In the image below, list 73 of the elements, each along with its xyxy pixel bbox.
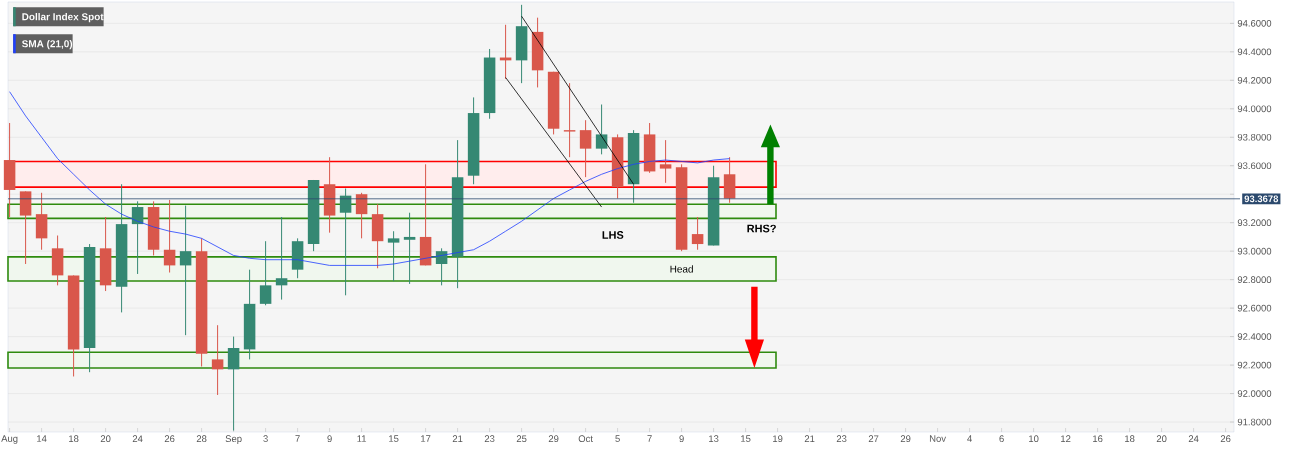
- x-tick-label: 4: [967, 435, 972, 442]
- candlestick: [163, 199, 176, 274]
- x-tick-label: 21: [804, 435, 815, 442]
- y-tick-label: 94.2000: [1237, 76, 1272, 84]
- x-tick-label: 10: [1029, 435, 1039, 443]
- x-tick-label: 17: [421, 435, 431, 442]
- x-tick-label: 29: [900, 435, 911, 443]
- band-label: Head: [670, 265, 693, 273]
- x-tick-label: 18: [69, 435, 79, 443]
- x-tick-label: 24: [1188, 435, 1199, 442]
- x-tick-label: 3: [263, 435, 268, 443]
- candlestick: [211, 324, 224, 396]
- candlestick: [563, 82, 576, 158]
- x-tick-label: 7: [647, 435, 652, 442]
- y-tick-label: 94.6000: [1237, 20, 1272, 27]
- y-tick-label: 92.2000: [1237, 361, 1272, 369]
- candlestick: [387, 230, 400, 282]
- candlestick: [691, 216, 704, 251]
- x-tick-label: 9: [327, 435, 332, 443]
- x-tick-label: 20: [100, 435, 111, 443]
- y-tick-label: 93.0000: [1237, 247, 1272, 255]
- x-tick-label: 11: [357, 435, 367, 442]
- x-tick-label: 20: [1156, 435, 1167, 443]
- x-tick-label: 18: [1125, 435, 1135, 443]
- y-tick-label: 92.8000: [1237, 276, 1272, 283]
- y-tick-label: 93.8000: [1237, 133, 1272, 141]
- y-tick-label: 94.0000: [1237, 105, 1272, 113]
- x-tick-label: 12: [1061, 435, 1071, 442]
- x-tick-label: 23: [484, 435, 495, 443]
- x-tick-label: 25: [516, 435, 527, 443]
- band-label: RHS?: [747, 224, 776, 233]
- x-tick-label: Sep: [225, 435, 242, 444]
- candlestick: [579, 119, 592, 178]
- x-tick-label: Nov: [929, 435, 946, 442]
- x-tick-label: 6: [999, 435, 1004, 443]
- ref-line-label: 93.3678: [1244, 195, 1279, 203]
- y-tick-label: 93.2000: [1237, 219, 1272, 227]
- annotation: LHS: [602, 231, 624, 239]
- x-tick-label: 21: [452, 435, 463, 442]
- x-tick-label: 24: [132, 435, 143, 442]
- x-tick-label: 14: [37, 435, 47, 442]
- x-tick-label: 15: [389, 435, 399, 442]
- x-tick-label: 13: [709, 435, 719, 443]
- legend-label: Dollar Index Spot: [22, 12, 104, 23]
- candlestick: [403, 212, 416, 285]
- candlestick: [659, 139, 672, 184]
- y-tick-label: 92.4000: [1237, 333, 1272, 340]
- y-tick-label: 94.4000: [1237, 48, 1272, 56]
- candlestick: [355, 192, 368, 239]
- candlestick: [227, 336, 240, 432]
- x-tick-label: 28: [196, 435, 207, 443]
- y-tick-label: 91.8000: [1237, 418, 1272, 426]
- x-tick-label: 23: [836, 435, 847, 443]
- x-tick-label: 26: [164, 435, 175, 443]
- x-tick-label: 9: [679, 435, 684, 443]
- candlestick: [275, 216, 288, 301]
- y-tick-label: 92.0000: [1237, 390, 1272, 397]
- candlestick: [595, 104, 608, 155]
- y-tick-label: 93.6000: [1237, 162, 1272, 170]
- candlestick: [179, 205, 192, 336]
- x-tick-label: 29: [548, 435, 559, 443]
- y-tick-label: 92.6000: [1237, 304, 1272, 312]
- x-tick-label: 5: [615, 435, 620, 442]
- x-tick-label: 26: [1220, 435, 1231, 443]
- x-tick-label: 16: [1093, 435, 1103, 443]
- x-tick-label: 19: [773, 435, 783, 443]
- x-tick-label: 27: [868, 435, 879, 442]
- x-tick-label: 15: [741, 435, 751, 442]
- candlestick: [259, 240, 272, 306]
- x-tick-label: 7: [295, 435, 300, 442]
- x-tick-label: Oct: [578, 435, 593, 443]
- x-tick-label: Aug: [1, 435, 18, 444]
- legend-label: SMA (21,0): [21, 39, 73, 50]
